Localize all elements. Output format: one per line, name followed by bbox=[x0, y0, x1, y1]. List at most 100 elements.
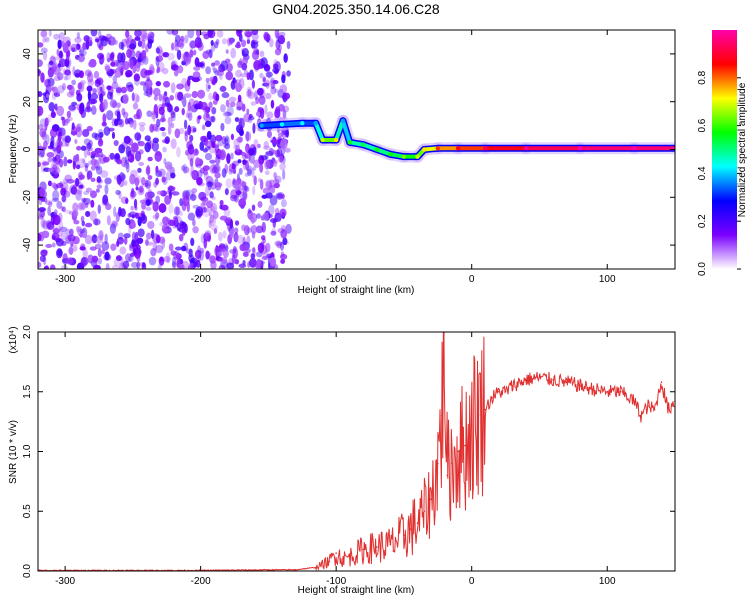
noise-speckle bbox=[135, 186, 139, 191]
noise-speckle bbox=[277, 227, 285, 234]
noise-speckle bbox=[241, 103, 246, 112]
snr-point bbox=[538, 376, 541, 379]
noise-speckle bbox=[39, 255, 46, 262]
noise-speckle bbox=[123, 135, 131, 144]
noise-speckle bbox=[95, 165, 103, 175]
spectral-ridge bbox=[255, 114, 675, 163]
noise-speckle bbox=[42, 37, 47, 44]
noise-speckle bbox=[281, 193, 285, 200]
noise-speckle bbox=[251, 79, 255, 89]
noise-speckle bbox=[51, 182, 57, 188]
noise-speckle bbox=[38, 59, 43, 67]
snr-point bbox=[416, 522, 419, 524]
noise-speckle bbox=[282, 109, 287, 119]
snr-point bbox=[423, 510, 426, 513]
snr-y-ticks: 0.0 0.5 1.0 1.5 2.0 bbox=[22, 325, 675, 578]
noise-speckle bbox=[82, 158, 86, 164]
noise-speckle bbox=[211, 78, 216, 86]
noise-speckle bbox=[144, 179, 152, 189]
noise-speckle bbox=[257, 143, 261, 149]
noise-speckle bbox=[211, 141, 216, 149]
noise-speckle bbox=[228, 168, 234, 175]
noise-speckle bbox=[280, 199, 287, 208]
ridge-point bbox=[279, 122, 285, 127]
noise-speckle bbox=[265, 180, 273, 190]
noise-speckle bbox=[183, 166, 190, 174]
noise-speckle bbox=[265, 242, 271, 253]
y-tick-label: 1.0 bbox=[22, 444, 33, 458]
noise-speckle bbox=[158, 256, 165, 266]
noise-speckle bbox=[153, 104, 159, 115]
noise-speckle bbox=[222, 230, 227, 239]
noise-speckle bbox=[242, 159, 248, 164]
noise-speckle bbox=[240, 181, 247, 187]
noise-speckle bbox=[225, 99, 230, 108]
noise-speckle bbox=[223, 142, 227, 149]
noise-speckle bbox=[116, 240, 120, 247]
noise-speckle bbox=[159, 126, 166, 132]
noise-speckle bbox=[217, 140, 224, 147]
noise-speckle bbox=[253, 59, 261, 71]
noise-speckle bbox=[101, 83, 105, 93]
noise-speckle bbox=[222, 111, 231, 118]
noise-speckle bbox=[39, 212, 43, 218]
noise-speckle bbox=[168, 203, 174, 214]
snr-point bbox=[504, 390, 507, 393]
noise-speckle bbox=[98, 30, 102, 37]
noise-speckle bbox=[97, 128, 104, 140]
noise-speckle bbox=[72, 209, 79, 217]
noise-speckle bbox=[123, 236, 128, 245]
noise-speckle bbox=[52, 189, 60, 201]
noise-speckle bbox=[251, 247, 256, 254]
snr-point bbox=[457, 450, 459, 453]
noise-speckle bbox=[129, 190, 137, 198]
ridge-point bbox=[455, 146, 461, 151]
noise-speckle bbox=[270, 139, 278, 144]
noise-speckle bbox=[101, 241, 110, 251]
noise-speckle bbox=[213, 163, 221, 174]
noise-speckle bbox=[251, 167, 255, 179]
noise-speckle bbox=[38, 42, 44, 48]
noise-speckle bbox=[274, 30, 280, 39]
noise-speckle bbox=[225, 245, 229, 252]
noise-speckle bbox=[259, 178, 264, 190]
noise-speckle bbox=[163, 94, 167, 100]
noise-speckle bbox=[113, 139, 119, 147]
snr-point bbox=[498, 390, 500, 393]
noise-speckle bbox=[209, 191, 214, 199]
noise-speckle bbox=[225, 178, 233, 189]
noise-speckle bbox=[118, 144, 126, 154]
noise-speckle bbox=[156, 190, 164, 195]
noise-speckle bbox=[145, 199, 151, 207]
noise-speckle bbox=[121, 38, 128, 48]
x-tick-label: 100 bbox=[599, 274, 616, 285]
noise-speckle bbox=[243, 225, 250, 236]
noise-speckle bbox=[96, 39, 103, 49]
noise-speckle bbox=[78, 174, 85, 180]
noise-speckle bbox=[278, 31, 286, 38]
noise-speckle bbox=[155, 244, 164, 254]
noise-speckle bbox=[173, 206, 181, 216]
noise-speckle bbox=[68, 105, 77, 112]
noise-speckle bbox=[199, 167, 205, 174]
noise-speckle bbox=[66, 178, 75, 184]
noise-speckle bbox=[189, 134, 194, 142]
noise-speckle bbox=[194, 103, 203, 110]
noise-speckle bbox=[173, 70, 179, 77]
noise-speckle bbox=[41, 230, 50, 239]
noise-speckle bbox=[272, 63, 279, 70]
noise-speckle bbox=[159, 221, 164, 227]
noise-speckle bbox=[167, 104, 174, 113]
noise-speckle bbox=[242, 56, 249, 65]
noise-speckle bbox=[255, 225, 264, 234]
snr-point bbox=[552, 379, 554, 381]
noise-speckle bbox=[61, 206, 66, 213]
noise-speckle bbox=[175, 206, 180, 216]
noise-speckle bbox=[269, 256, 277, 267]
noise-speckle bbox=[245, 130, 250, 142]
noise-speckle bbox=[149, 140, 154, 149]
colorbar-tick-label: 0.0 bbox=[697, 262, 708, 276]
noise-speckle bbox=[179, 220, 185, 227]
noise-speckle bbox=[147, 156, 153, 162]
noise-speckle bbox=[79, 102, 85, 113]
